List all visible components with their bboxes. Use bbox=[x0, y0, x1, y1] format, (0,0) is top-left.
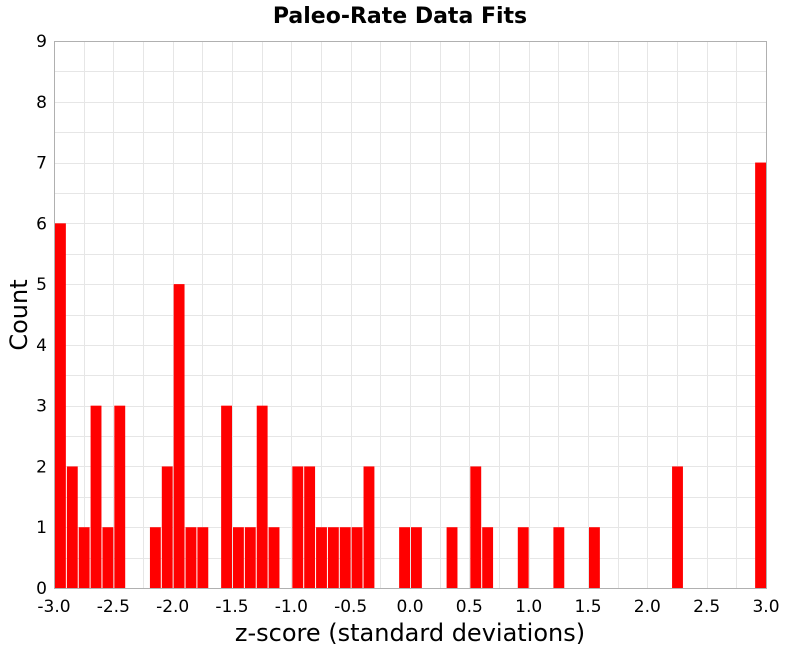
histogram-bar bbox=[55, 223, 66, 589]
histogram-bar bbox=[470, 466, 482, 588]
x-tick-labels: -3.0 -2.5 -2.0 -1.5 -1.0 -0.5 0.0 0.5 1.0 1.5 2.0 2… bbox=[37, 597, 779, 617]
y-tick-label: 2 bbox=[36, 457, 47, 477]
histogram-bar bbox=[316, 527, 327, 588]
histogram-bar bbox=[256, 405, 268, 588]
histogram-bar bbox=[755, 162, 766, 589]
histogram-bar bbox=[363, 466, 375, 588]
y-tick-label: 1 bbox=[36, 518, 47, 538]
histogram-bar bbox=[292, 466, 304, 588]
x-tick-label: 1.5 bbox=[574, 597, 601, 617]
x-axis-label: z-score (standard deviations) bbox=[235, 619, 585, 647]
x-tick-label: -0.5 bbox=[334, 597, 367, 617]
x-tick-label: -2.0 bbox=[156, 597, 189, 617]
y-tick-labels: 0 1 2 3 4 5 6 7 8 9 bbox=[36, 32, 47, 599]
histogram-bar bbox=[66, 466, 78, 588]
histogram-bar bbox=[589, 527, 600, 588]
x-tick-label: 0.5 bbox=[456, 597, 483, 617]
histogram-bar bbox=[78, 527, 90, 588]
histogram-bar bbox=[553, 527, 565, 588]
x-tick-label: -3.0 bbox=[37, 597, 70, 617]
x-tick-label: -2.5 bbox=[97, 597, 130, 617]
histogram-bar bbox=[90, 405, 102, 588]
histogram-bar bbox=[244, 527, 256, 588]
histogram-bar bbox=[149, 527, 161, 588]
x-tick-label: -1.5 bbox=[215, 597, 248, 617]
x-tick-label: 0.0 bbox=[396, 597, 423, 617]
histogram-bar bbox=[339, 527, 351, 588]
x-tick-label: -1.0 bbox=[275, 597, 308, 617]
histogram-bar bbox=[197, 527, 209, 588]
grid-lines bbox=[54, 41, 767, 589]
x-tick-label: 1.0 bbox=[515, 597, 542, 617]
bars bbox=[55, 162, 766, 589]
histogram-bar bbox=[446, 527, 458, 588]
histogram-bar bbox=[411, 527, 422, 588]
y-tick-label: 0 bbox=[36, 579, 47, 599]
histogram-bar bbox=[114, 405, 126, 588]
histogram-bar bbox=[185, 527, 197, 588]
histogram-bar bbox=[351, 527, 363, 588]
y-axis-label: Count bbox=[5, 279, 33, 350]
y-tick-label: 3 bbox=[36, 397, 47, 417]
x-tick-label: 2.5 bbox=[693, 597, 720, 617]
histogram-bar bbox=[268, 527, 280, 588]
y-tick-label: 6 bbox=[36, 214, 47, 234]
y-tick-label: 4 bbox=[36, 336, 47, 356]
histogram-bar bbox=[221, 405, 232, 588]
histogram-bar bbox=[304, 466, 316, 588]
y-tick-label: 7 bbox=[36, 154, 47, 174]
plot-frame bbox=[54, 41, 767, 589]
histogram-bar bbox=[327, 527, 339, 588]
histogram-bar bbox=[672, 466, 683, 588]
histogram-bar bbox=[233, 527, 244, 588]
histogram-bar bbox=[482, 527, 494, 588]
histogram-bar bbox=[399, 527, 410, 588]
histogram-bar bbox=[173, 284, 185, 588]
histogram-bar bbox=[102, 527, 114, 588]
y-tick-label: 9 bbox=[36, 32, 47, 52]
histogram-bar bbox=[517, 527, 529, 588]
y-tick-label: 5 bbox=[36, 275, 47, 295]
x-tick-label: 3.0 bbox=[752, 597, 779, 617]
x-tick-label: 2.0 bbox=[634, 597, 661, 617]
histogram-bar bbox=[161, 466, 173, 588]
y-tick-label: 8 bbox=[36, 93, 47, 113]
chart-title: Paleo-Rate Data Fits bbox=[273, 4, 527, 29]
